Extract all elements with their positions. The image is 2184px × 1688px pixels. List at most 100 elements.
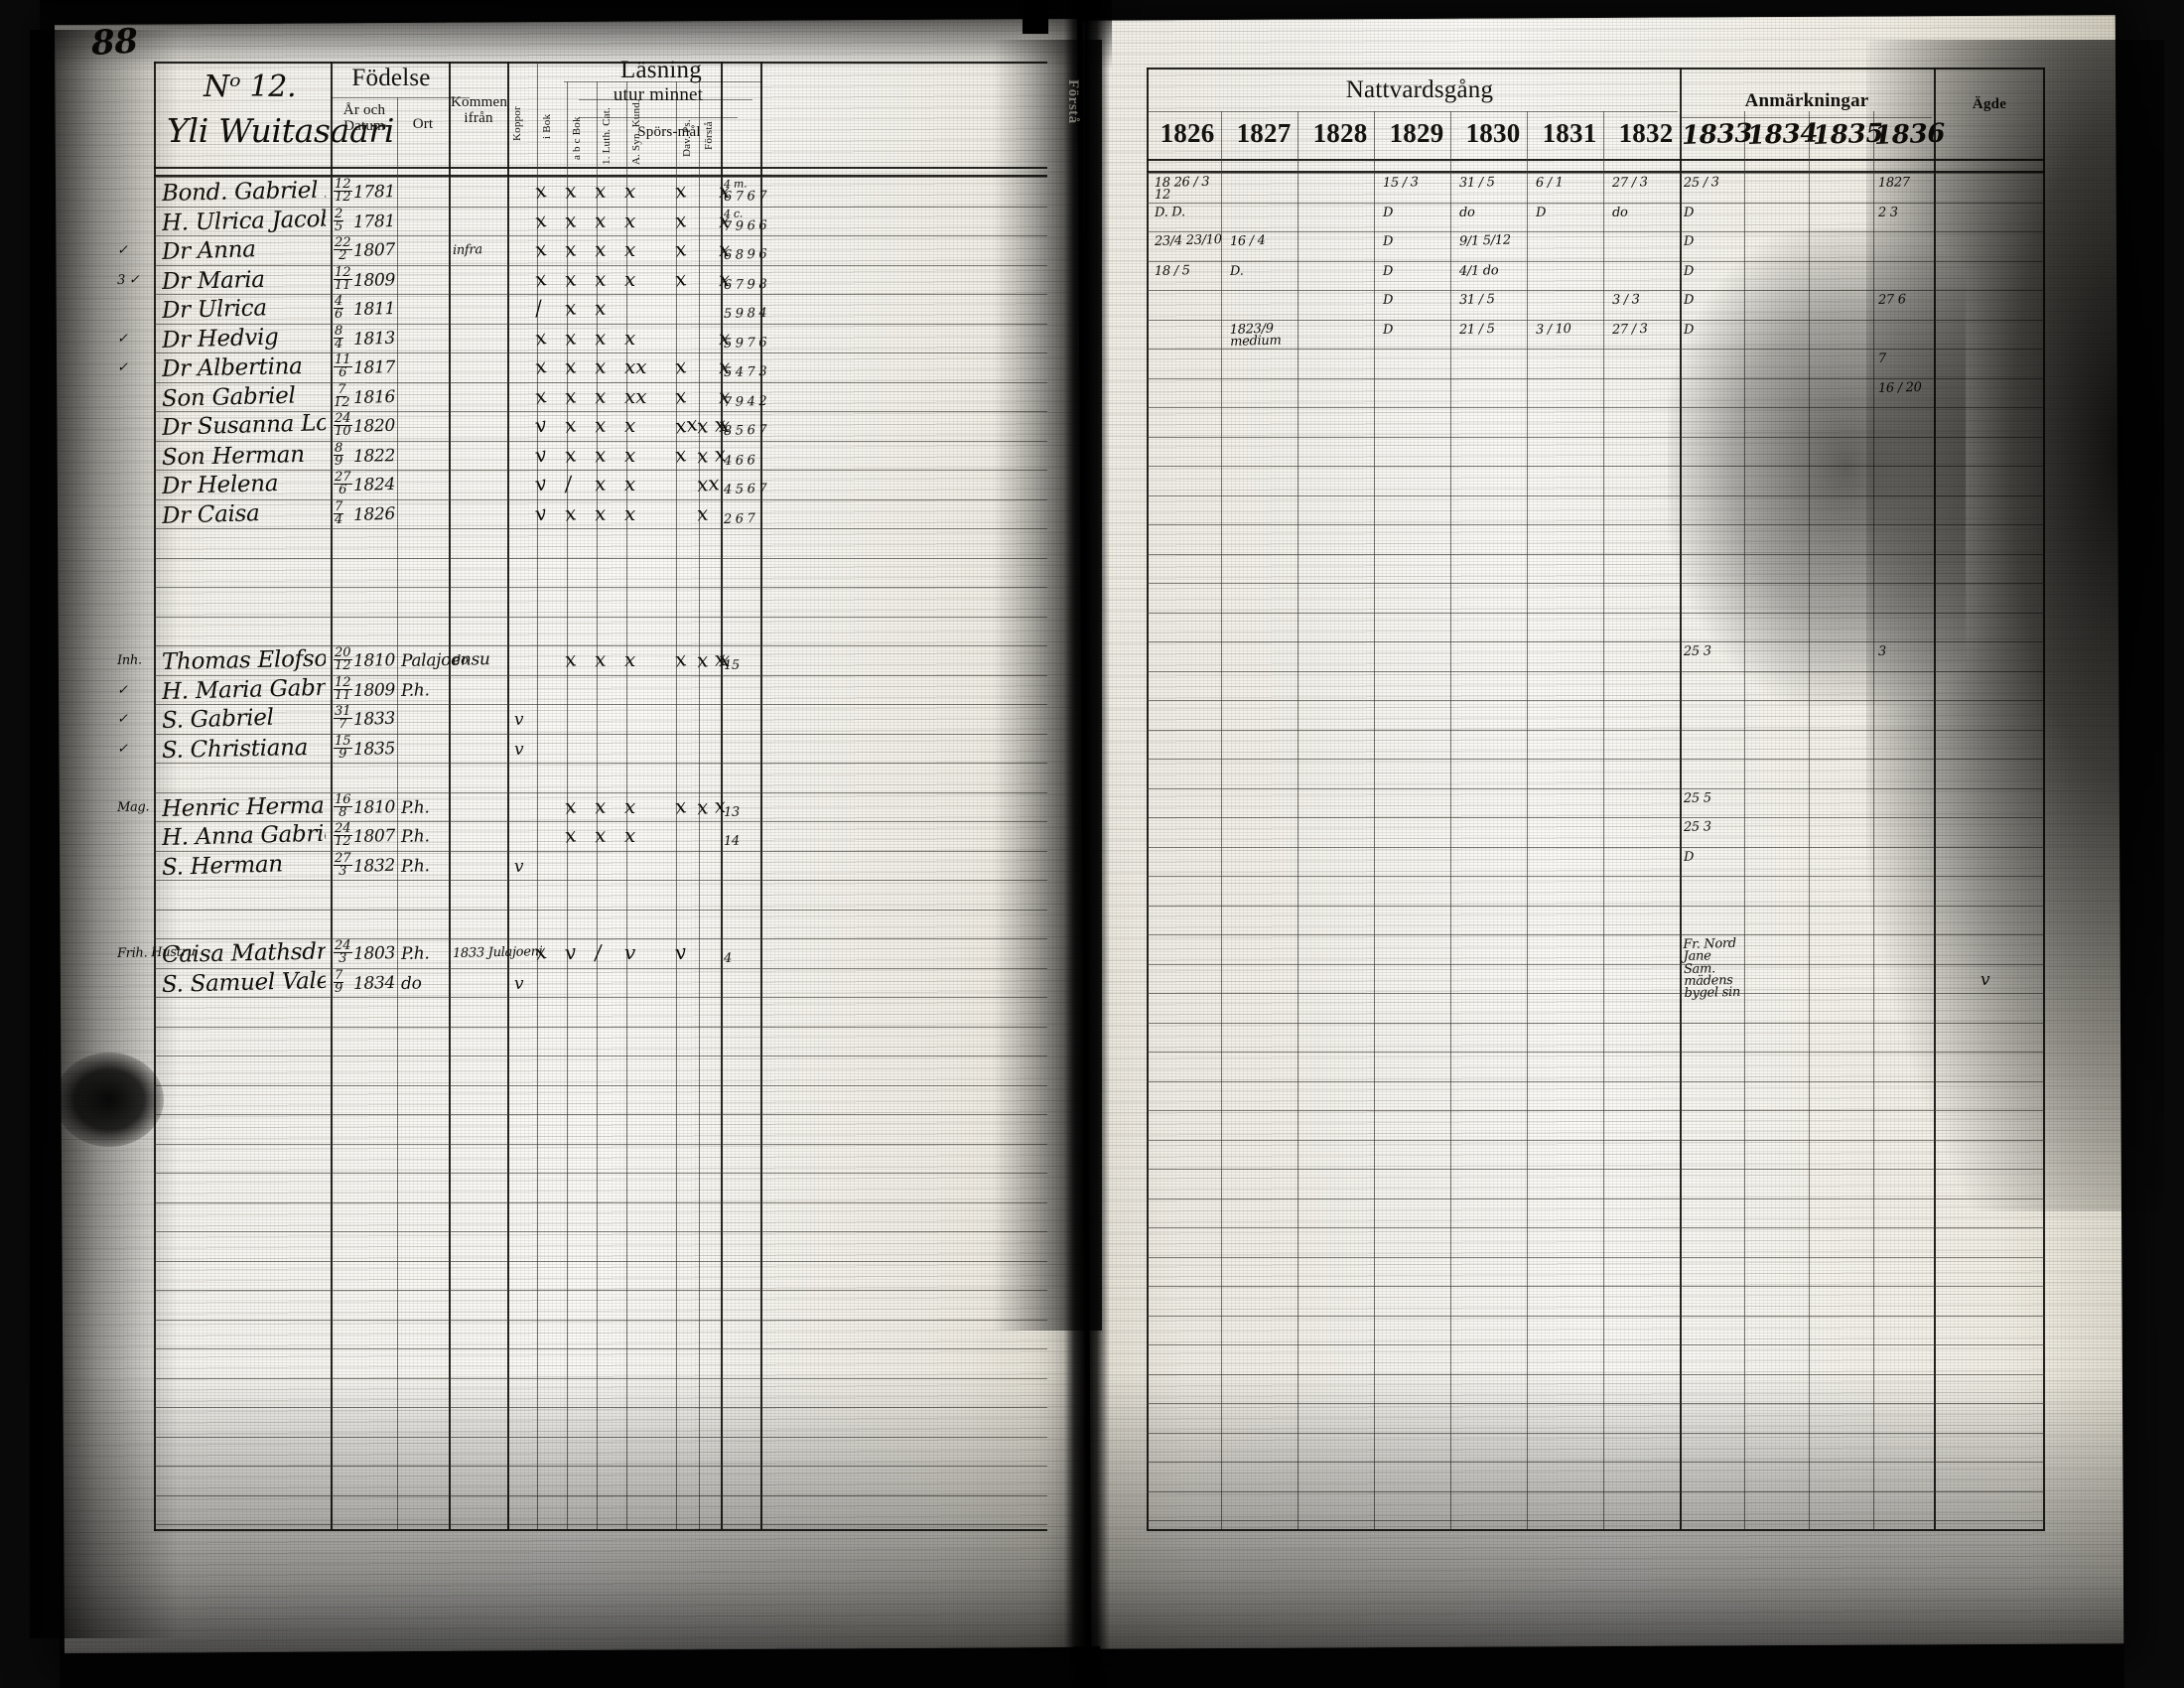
came-from: 1833 Julajoeni bbox=[452, 944, 543, 961]
grid-line bbox=[1147, 759, 2045, 760]
reading-mark: x bbox=[624, 823, 636, 847]
grid-line bbox=[1147, 319, 2045, 321]
communion-entry-1829: D bbox=[1382, 233, 1394, 249]
smallpox-mark: v bbox=[513, 709, 524, 730]
communion-entry-1829: 15 / 3 bbox=[1382, 175, 1419, 191]
note-1833: 25 / 3 bbox=[1683, 175, 1719, 191]
grid-line bbox=[154, 1173, 1047, 1174]
reading-mark: x bbox=[673, 382, 689, 409]
year-column-header-1828: 1828 bbox=[1312, 118, 1368, 148]
birth-year: 1809 bbox=[352, 269, 396, 291]
grid-line bbox=[154, 440, 1047, 442]
person-name: Dr Caisa bbox=[161, 499, 260, 529]
reading-mark: x bbox=[594, 383, 608, 408]
birth-date-fraction: 12 11 bbox=[334, 674, 352, 703]
grid-line bbox=[154, 352, 1047, 353]
note-1833: 25 3 bbox=[1683, 643, 1711, 659]
grid-line bbox=[1527, 111, 1528, 1529]
grid-line bbox=[1147, 68, 2045, 70]
reading-grade: 6 7 6 7 bbox=[723, 189, 767, 205]
birth-year: 1811 bbox=[352, 298, 396, 320]
smallpox-mark: v bbox=[513, 739, 524, 760]
grid-line bbox=[1147, 1197, 2045, 1199]
grid-line bbox=[154, 528, 1047, 529]
grid-line bbox=[1297, 111, 1298, 1529]
person-name: Henric Hermansson bbox=[161, 792, 327, 822]
grid-line bbox=[1147, 407, 2045, 408]
margin-annotation: Inh. bbox=[116, 652, 142, 668]
reading-mark: x bbox=[532, 236, 549, 262]
reading-mark: x bbox=[563, 265, 578, 292]
note-1833: D bbox=[1683, 205, 1695, 220]
communion-entry-1832: 27 / 3 bbox=[1611, 321, 1648, 338]
grid-line bbox=[154, 645, 1047, 646]
grid-line bbox=[154, 235, 1047, 236]
grid-line bbox=[1147, 612, 2045, 614]
grid-line bbox=[154, 175, 1047, 177]
grid-line bbox=[1147, 787, 2045, 789]
grid-line bbox=[1147, 349, 2045, 350]
reading-grade: 14 bbox=[723, 833, 741, 849]
reading-grade: 6 8 9 6 bbox=[723, 246, 767, 263]
margin-annotation: Mag. bbox=[116, 798, 150, 815]
birth-date-fraction: 7 12 bbox=[334, 381, 350, 410]
birth-year: 1833 bbox=[352, 708, 396, 730]
reading-grade: 4 bbox=[723, 950, 733, 966]
year-column-header-1827: 1827 bbox=[1236, 118, 1292, 148]
reading-mark: x bbox=[594, 178, 608, 204]
birth-year: 1810 bbox=[352, 796, 396, 818]
grid-line bbox=[1147, 729, 2045, 731]
reading-mark: x x bbox=[696, 792, 727, 819]
grid-line bbox=[1147, 1139, 2045, 1141]
header-anmarkningar: Anmärkningar bbox=[1744, 90, 1869, 111]
reading-mark: x bbox=[532, 382, 549, 409]
grid-line bbox=[1147, 553, 2045, 555]
reading-mark: x bbox=[624, 179, 636, 203]
reading-mark: / bbox=[563, 471, 574, 496]
margin-annotation: ✓ bbox=[116, 242, 128, 258]
reading-mark: x bbox=[563, 353, 578, 379]
birth-date-fraction: 12 12 bbox=[334, 177, 352, 206]
grid-line bbox=[1374, 111, 1375, 1529]
birth-date-fraction: 24 12 bbox=[334, 821, 352, 850]
reading-mark: / bbox=[594, 939, 603, 965]
reading-mark: x bbox=[695, 500, 710, 525]
grid-line bbox=[154, 167, 1047, 169]
person-name: S. Gabriel bbox=[161, 704, 275, 734]
grid-line bbox=[397, 97, 398, 1529]
birth-place: P.h. bbox=[400, 855, 430, 877]
communion-entry-1829: D bbox=[1382, 322, 1394, 338]
scanner-clamp-top bbox=[1023, 0, 1048, 34]
communion-entry-1830: 31 / 5 bbox=[1458, 175, 1495, 191]
reading-mark: v bbox=[624, 940, 636, 964]
grid-line bbox=[1147, 876, 2045, 877]
grid-line bbox=[154, 294, 1047, 295]
grid-line bbox=[154, 733, 1047, 735]
reading-grade: 5 9 8 4 bbox=[723, 305, 767, 322]
reading-grade: 6 7 9 8 bbox=[723, 276, 767, 293]
grid-line bbox=[1450, 111, 1451, 1529]
grid-line bbox=[1809, 111, 1810, 1529]
birth-date-fraction: 16 8 bbox=[334, 791, 352, 820]
communion-entry-1830: do bbox=[1458, 205, 1475, 220]
header-ort: Ort bbox=[412, 116, 434, 132]
smallpox-mark: v bbox=[513, 973, 524, 994]
communion-entry-1832: 3 / 3 bbox=[1611, 292, 1640, 308]
grid-line bbox=[1147, 171, 2045, 173]
reading-grade: 13 bbox=[723, 804, 741, 820]
grid-line bbox=[1147, 173, 2045, 174]
grid-line bbox=[1147, 1110, 2045, 1111]
reading-mark: x bbox=[532, 178, 549, 204]
note-1836: 7 bbox=[1877, 351, 1887, 366]
reading-mark: x bbox=[673, 236, 689, 262]
grid-line bbox=[154, 1114, 1047, 1115]
grid-line bbox=[1682, 117, 1932, 118]
communion-entry-1826: D. D. bbox=[1154, 204, 1185, 220]
reading-grade: 5 4 7 3 bbox=[723, 364, 767, 380]
note-1833: 25 3 bbox=[1683, 819, 1711, 835]
grid-line bbox=[1147, 670, 2045, 672]
